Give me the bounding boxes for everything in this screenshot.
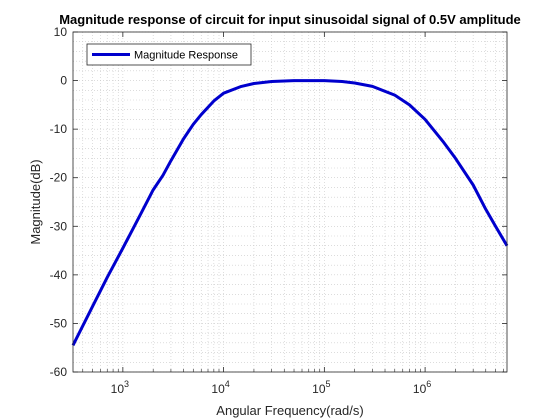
x-axis-label: Angular Frequency(rad/s) xyxy=(216,403,363,418)
series-line xyxy=(71,79,509,346)
x-tick-label-base: 10 xyxy=(413,382,427,396)
x-tick-label-exponent: 5 xyxy=(326,379,331,389)
legend-box xyxy=(86,43,252,66)
grid xyxy=(73,31,507,373)
x-tick-label: 104 xyxy=(211,379,229,396)
y-tick-label: -30 xyxy=(50,219,68,233)
axes-box xyxy=(72,31,508,373)
y-tick-label: -40 xyxy=(50,268,68,282)
axes xyxy=(72,31,508,373)
y-tick-label: 10 xyxy=(54,25,68,39)
x-tick-label: 106 xyxy=(413,379,431,396)
x-tick-label: 105 xyxy=(312,379,330,396)
y-tick-label: -20 xyxy=(50,171,68,185)
y-tick-label: -60 xyxy=(50,365,68,379)
x-tick-label-exponent: 4 xyxy=(225,379,230,389)
x-tick-label-base: 10 xyxy=(211,382,225,396)
legend: Magnitude Response xyxy=(86,43,252,66)
y-tick-label: -50 xyxy=(50,316,68,330)
x-tick-label-exponent: 6 xyxy=(426,379,431,389)
chart-title: Magnitude response of circuit for input … xyxy=(59,12,521,27)
y-axis-label: Magnitude(dB) xyxy=(28,159,43,244)
x-tick-label-base: 10 xyxy=(111,382,125,396)
y-tick-label: -10 xyxy=(50,122,68,136)
x-tick-label: 103 xyxy=(111,379,129,396)
x-tick-label-exponent: 3 xyxy=(124,379,129,389)
x-tick-label-base: 10 xyxy=(312,382,326,396)
legend-entry: Magnitude Response xyxy=(134,50,238,62)
plot-area xyxy=(71,79,509,346)
y-tick-label: 0 xyxy=(60,74,67,88)
